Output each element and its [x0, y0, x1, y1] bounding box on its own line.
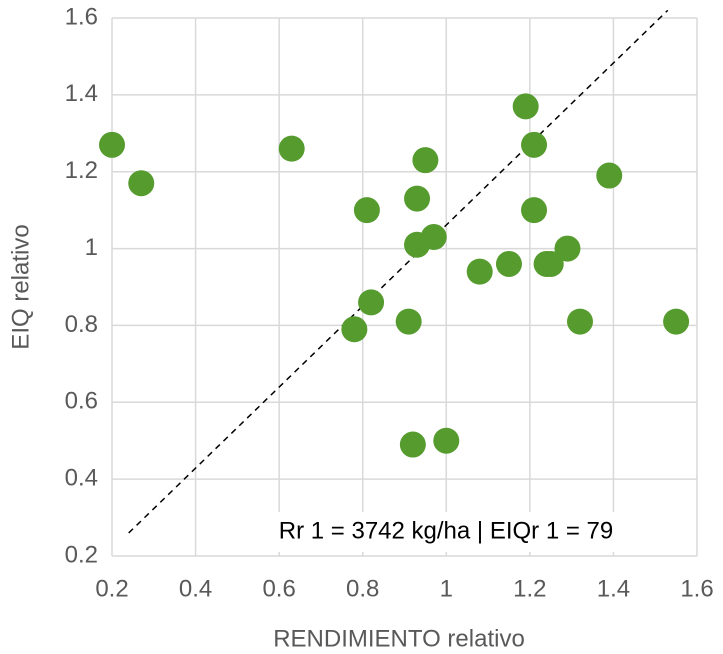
- point: [404, 185, 431, 212]
- point: [512, 93, 539, 120]
- point: [433, 427, 460, 454]
- x-tick-label: 0.8: [346, 575, 379, 602]
- point: [412, 147, 439, 174]
- annotation-background: [236, 512, 656, 552]
- point: [278, 135, 305, 162]
- point: [399, 431, 426, 458]
- x-tick-label: 0.4: [179, 575, 212, 602]
- point: [521, 131, 548, 158]
- point: [554, 235, 581, 262]
- x-axis-label: RENDIMIENTO relativo: [273, 625, 525, 652]
- point: [663, 308, 690, 335]
- point: [128, 170, 155, 197]
- point: [341, 316, 368, 343]
- point: [99, 131, 125, 158]
- point: [420, 224, 447, 251]
- point: [537, 250, 564, 277]
- point: [567, 308, 593, 335]
- x-tick-label: 1.2: [513, 575, 546, 602]
- x-tick-label: 1.4: [597, 575, 630, 602]
- y-tick-label: 1.6: [65, 3, 98, 30]
- x-tick-label: 1: [440, 575, 453, 602]
- y-axis-label: EIQ relativo: [7, 224, 34, 349]
- x-tick-label: 1.6: [680, 575, 713, 602]
- point: [358, 289, 385, 316]
- reference-line: [128, 10, 669, 534]
- y-tick-label: 0.8: [65, 311, 98, 338]
- annotation: Rr 1 = 3742 kg/ha | EIQr 1 = 79: [279, 517, 613, 544]
- point: [353, 197, 380, 224]
- y-tick-label: 0.2: [65, 541, 98, 568]
- point: [521, 197, 548, 224]
- point: [596, 162, 623, 189]
- y-tick-label: 0.4: [65, 464, 98, 491]
- point: [395, 308, 422, 335]
- y-tick-label: 1: [85, 234, 98, 261]
- point: [495, 250, 522, 277]
- x-tick-label: 0.2: [95, 575, 128, 602]
- y-tick-label: 1.2: [65, 157, 98, 184]
- y-tick-label: 0.6: [65, 388, 98, 415]
- point: [466, 258, 493, 285]
- y-tick-label: 1.4: [65, 80, 98, 107]
- x-tick-label: 0.6: [262, 575, 295, 602]
